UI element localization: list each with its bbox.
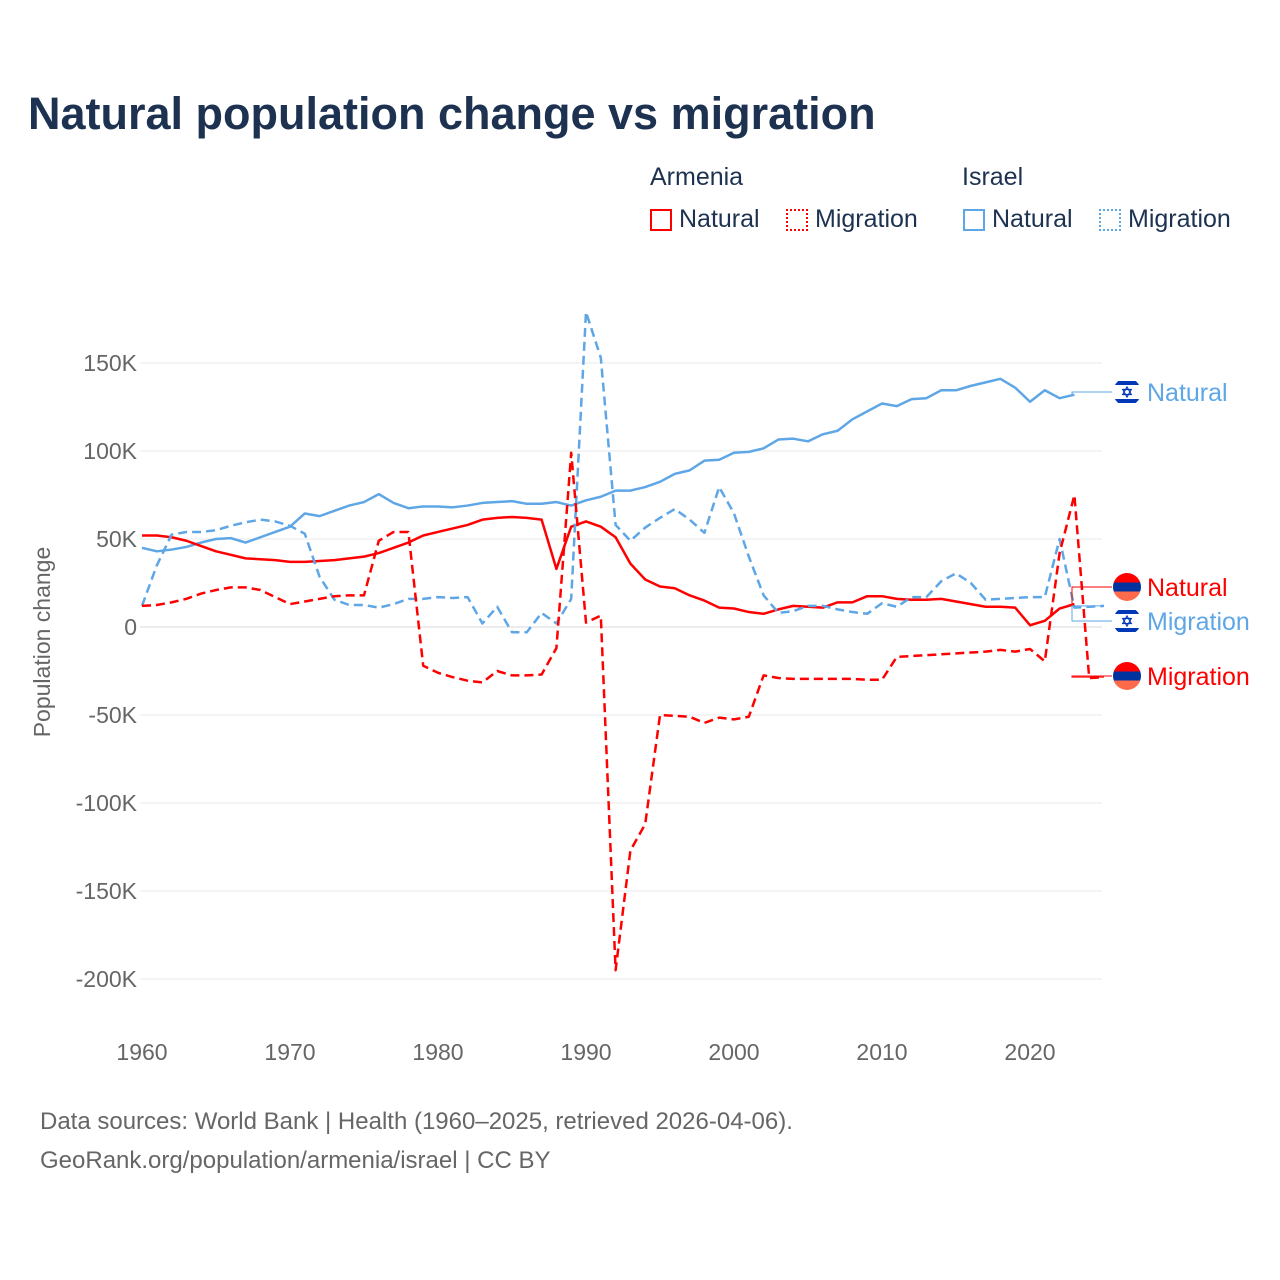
series-line-armenia-natural: [142, 515, 1075, 627]
star-icon: [1121, 617, 1133, 628]
flag-stripe: [1113, 573, 1141, 583]
flag-stripe: [1113, 582, 1141, 592]
footer-url: GeoRank.org/population/armenia/israel | …: [40, 1147, 551, 1174]
legend-item-armenia-natural[interactable]: Natural: [650, 205, 760, 234]
armenia-flag-icon: [1113, 662, 1141, 690]
legend-item-israel-migration[interactable]: Migration: [1099, 205, 1231, 234]
legend-group-israel: Israel: [962, 163, 1024, 191]
armenia-flag-icon: [1113, 573, 1141, 601]
series-line-israel-migration: [140, 310, 1105, 634]
star-icon: [1121, 385, 1133, 396]
y-tick-label: 50K: [96, 526, 138, 552]
legend-label: Migration: [815, 205, 918, 233]
legend-swatch-dotted: [1099, 208, 1121, 231]
legend-item-israel-natural[interactable]: Natural: [963, 205, 1073, 234]
flag-stripe: [1113, 610, 1141, 614]
series-line-israel-natural: [141, 377, 1075, 553]
end-label-armenia-migration: Migration: [1147, 663, 1250, 691]
end-label-armenia-natural: Natural: [1147, 574, 1228, 602]
end-label-connector: [1071, 675, 1112, 678]
flag-stripe: [1113, 671, 1141, 681]
flag-stripe: [1113, 591, 1141, 601]
end-label-connector: [1071, 586, 1112, 605]
end-label-connector: [1071, 391, 1112, 396]
y-tick-label: -100K: [76, 790, 138, 816]
y-tick-label: -200K: [76, 966, 138, 992]
series-line-armenia-migration: [141, 451, 1105, 972]
x-tick-label: 1980: [412, 1039, 463, 1065]
legend-swatch-solid: [963, 208, 985, 231]
flag-body: [1113, 607, 1141, 635]
x-tick-label: 1970: [264, 1039, 315, 1065]
y-tick-label: 150K: [83, 350, 137, 376]
x-tick-label: 1990: [560, 1039, 611, 1065]
y-axis-label: Population change: [29, 547, 55, 738]
israel-flag-icon: [1113, 607, 1141, 635]
y-tick-label: -150K: [76, 878, 138, 904]
israel-flag-icon: [1113, 378, 1141, 406]
legend-group-armenia: Armenia: [650, 163, 744, 191]
y-tick-label: 0: [124, 614, 137, 640]
flag-body: [1113, 573, 1141, 601]
flag-stripe: [1113, 680, 1141, 690]
flag-body: [1113, 662, 1141, 690]
flag-stripe: [1113, 662, 1141, 672]
y-tick-label: 100K: [83, 438, 137, 464]
x-tick-label: 2000: [708, 1039, 759, 1065]
legend-label: Natural: [992, 205, 1073, 233]
x-tick-label: 2010: [856, 1039, 907, 1065]
end-label-israel-migration: Migration: [1147, 608, 1250, 636]
legend-label: Migration: [1128, 205, 1231, 233]
legend-item-armenia-migration[interactable]: Migration: [786, 205, 918, 234]
footer-sources: Data sources: World Bank | Health (1960–…: [40, 1108, 793, 1135]
x-tick-label: 1960: [116, 1039, 167, 1065]
flag-stripe: [1113, 381, 1141, 385]
chart-title: Natural population change vs migration: [28, 88, 876, 139]
legend-swatch-solid: [650, 208, 672, 231]
flag-stripe: [1113, 399, 1141, 403]
legend-swatch-dotted: [786, 208, 808, 231]
star-icon: [1121, 614, 1133, 625]
y-tick-label: -50K: [88, 702, 137, 728]
flag-stripe: [1113, 628, 1141, 632]
legend-label: Natural: [679, 205, 760, 233]
x-tick-label: 2020: [1004, 1039, 1055, 1065]
star-icon: [1121, 388, 1133, 399]
end-label-connector: [1071, 605, 1112, 622]
flag-body: [1113, 378, 1141, 406]
end-label-israel-natural: Natural: [1147, 379, 1228, 407]
